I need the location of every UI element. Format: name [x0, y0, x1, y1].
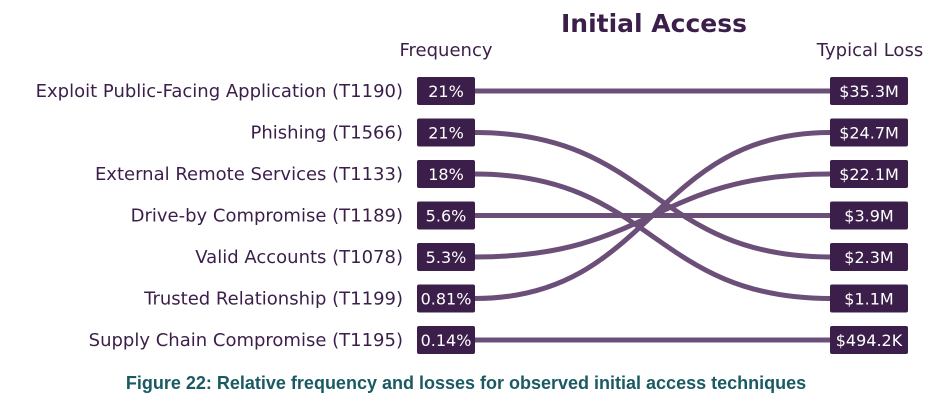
frequency-value: 5.6%	[426, 207, 467, 226]
technique-label: External Remote Services (T1133)	[95, 164, 403, 185]
frequency-badge	[417, 284, 475, 313]
frequency-column: Exploit Public-Facing Application (T1190…	[36, 77, 475, 354]
frequency-badge	[417, 160, 475, 188]
frequency-badge	[417, 118, 475, 147]
loss-badge	[830, 118, 908, 147]
loss-value: $494.2K	[836, 331, 903, 350]
frequency-value: 0.14%	[421, 331, 472, 350]
chart-title: Initial Access	[561, 9, 747, 38]
technique-label: Valid Accounts (T1078)	[195, 247, 403, 268]
frequency-badge	[417, 201, 475, 230]
link-line-5	[472, 130, 833, 301]
link-line-1	[472, 130, 833, 260]
frequency-value: 18%	[428, 165, 464, 184]
frequency-badge	[417, 77, 475, 105]
technique-label: Drive-by Compromise (T1189)	[131, 206, 403, 227]
frequency-header: Frequency	[400, 40, 493, 61]
frequency-value: 21%	[428, 124, 464, 143]
loss-badge	[830, 284, 908, 313]
loss-value: $24.7M	[839, 124, 899, 143]
loss-value: $3.9M	[844, 207, 893, 226]
loss-badge	[830, 201, 908, 230]
loss-badge	[830, 160, 908, 188]
loss-value: $35.3M	[839, 82, 899, 101]
loss-value: $2.3M	[844, 248, 893, 267]
frequency-value: 21%	[428, 82, 464, 101]
loss-column: $35.3M $24.7M $22.1M $3.9M $2.3M $1.1M $494.2K	[830, 77, 908, 354]
figure-caption: Figure 22: Relative frequency and losses…	[125, 373, 807, 393]
frequency-value: 5.3%	[426, 248, 467, 267]
loss-value: $22.1M	[839, 165, 899, 184]
technique-label: Exploit Public-Facing Application (T1190…	[36, 81, 403, 102]
frequency-value: 0.81%	[421, 290, 472, 309]
loss-badge	[830, 243, 908, 271]
frequency-badge	[417, 326, 475, 354]
slope-chart: Initial Access Frequency Typical Loss Ex…	[36, 9, 923, 354]
technique-label: Phishing (T1566)	[251, 123, 403, 144]
loss-badge	[830, 77, 908, 105]
frequency-badge	[417, 243, 475, 271]
typical-loss-header: Typical Loss	[816, 40, 923, 61]
link-line-2	[472, 171, 833, 301]
link-layer	[472, 88, 833, 343]
technique-label: Supply Chain Compromise (T1195)	[89, 330, 403, 351]
loss-badge	[830, 326, 908, 354]
loss-value: $1.1M	[844, 290, 893, 309]
technique-label: Trusted Relationship (T1199)	[143, 289, 403, 310]
